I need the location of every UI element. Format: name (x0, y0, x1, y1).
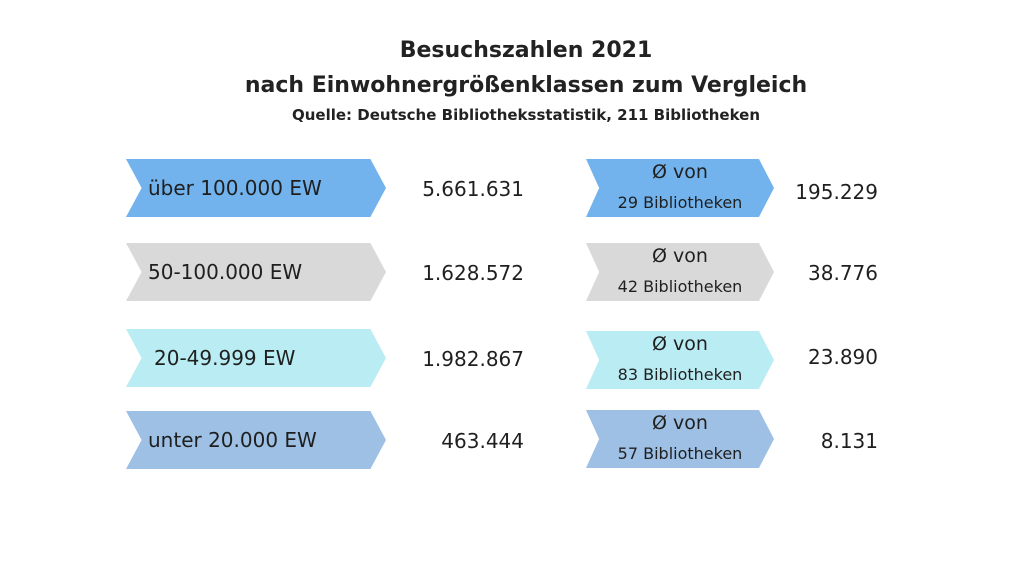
average-label: Ø von (652, 161, 708, 183)
average-arrow: Ø von 57 Bibliotheken (586, 410, 774, 468)
average-visits-value: 8.131 (820, 429, 878, 453)
average-label: Ø von (652, 333, 708, 355)
library-count-label: 57 Bibliotheken (617, 444, 743, 463)
average-visits-value: 38.776 (808, 261, 878, 285)
page-subtitle: nach Einwohnergrößenklassen zum Vergleic… (244, 73, 808, 98)
total-visits-value: 5.661.631 (422, 177, 524, 201)
total-visits-value: 1.628.572 (422, 261, 524, 285)
size-class-arrow: 20-49.999 EW (126, 329, 386, 387)
total-visits-value: 463.444 (441, 429, 524, 453)
size-class-label: über 100.000 EW (148, 176, 322, 200)
size-class-arrow: unter 20.000 EW (126, 411, 386, 469)
library-count-label: 29 Bibliotheken (617, 193, 743, 212)
average-visits-value: 23.890 (808, 345, 878, 369)
page-title: Besuchszahlen 2021 (399, 38, 653, 63)
size-class-label: 50-100.000 EW (148, 260, 303, 284)
size-class-arrow: über 100.000 EW (126, 159, 386, 217)
average-label: Ø von (652, 245, 708, 267)
size-class-label: 20-49.999 EW (154, 346, 296, 370)
library-count-label: 42 Bibliotheken (617, 277, 743, 296)
size-class-label: unter 20.000 EW (148, 428, 317, 452)
size-class-arrow: 50-100.000 EW (126, 243, 386, 301)
source-note: Quelle: Deutsche Bibliotheksstatistik, 2… (291, 106, 761, 124)
average-arrow: Ø von 42 Bibliotheken (586, 243, 774, 301)
average-arrow: Ø von 83 Bibliotheken (586, 331, 774, 389)
average-arrow: Ø von 29 Bibliotheken (586, 159, 774, 217)
average-label: Ø von (652, 412, 708, 434)
total-visits-value: 1.982.867 (422, 347, 524, 371)
average-visits-value: 195.229 (795, 180, 878, 204)
library-count-label: 83 Bibliotheken (617, 365, 743, 384)
